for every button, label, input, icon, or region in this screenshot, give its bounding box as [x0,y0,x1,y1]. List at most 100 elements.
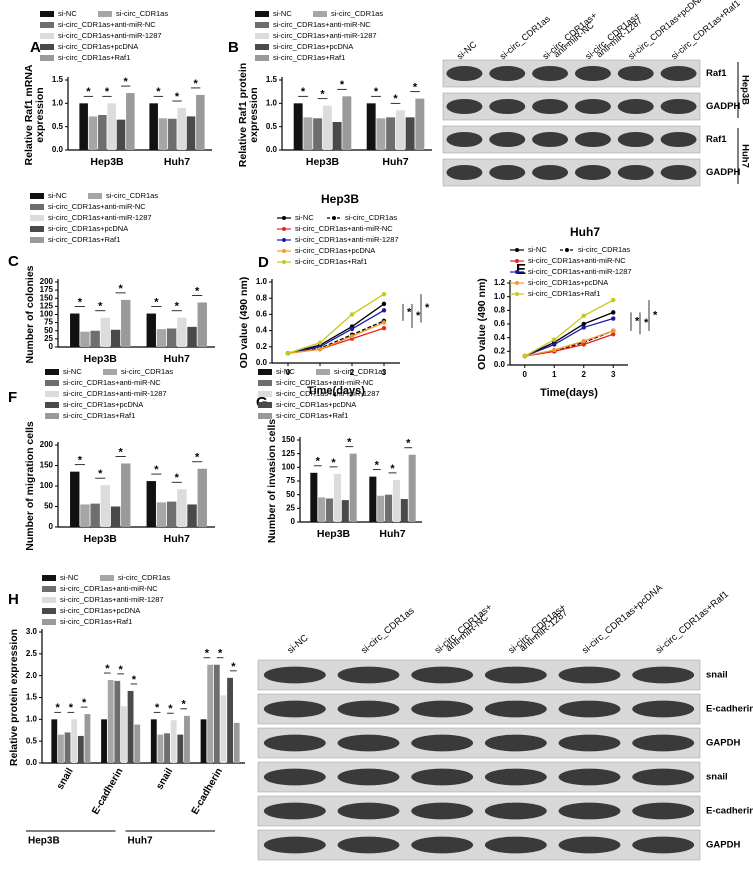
bar [107,103,116,150]
blot-band [337,700,400,718]
legend-label: si-NC [60,573,79,582]
bar [166,501,177,527]
x-tick-label: 1 [552,370,557,379]
lane-label: si-circ_CDR1as+pcDNA [580,582,665,656]
y-tick-label: 0.0 [256,358,268,367]
bar [150,719,157,763]
y-tick-label: 0.6 [256,310,268,319]
significance-mark: * [416,310,421,322]
legend-label: si-circ_CDR1as+pcDNA [276,400,356,409]
blot-band [484,700,547,718]
significance-mark: * [425,302,430,314]
bar [220,695,227,763]
blot-band [617,131,654,148]
legend-label: si-circ_CDR1as+anti-miR-1287 [63,389,167,398]
bar [184,715,190,763]
x-tick-label: Hep3B [84,353,118,365]
bar [110,506,121,527]
panel-label: E [516,261,526,278]
legend-label: si-circ_CDR1as+anti-miR-NC [60,584,158,593]
legend-swatch [45,380,59,386]
bar [126,93,135,150]
x-tick-label: Huh7 [164,156,190,168]
blot-band [617,65,654,82]
legend-label: si-circ_CDR1as+anti-miR-NC [58,20,156,29]
bar [341,500,349,522]
legend-label: si-NC [58,9,77,18]
blot-band [337,836,400,854]
legend-swatch [45,402,59,408]
bar [127,690,134,763]
blot-band [532,131,569,148]
blot-band [411,734,474,752]
bar [156,329,167,347]
data-point [611,332,616,337]
blot-strip [442,59,701,88]
bar [84,714,91,763]
bar [332,122,342,150]
legend-label: si-circ_CDR1as [334,367,386,376]
legend-swatch [30,193,44,199]
legend-label: si-circ_CDR1as [106,191,158,200]
legend-marker [282,249,286,253]
y-tick-label: 1.0 [266,98,278,107]
bar [121,463,131,527]
significance-mark: * [407,306,412,318]
x-tick-label: 0 [286,368,291,377]
legend-label: si-circ_CDR1as+anti-miR-1287 [60,595,164,604]
bar [134,724,141,763]
blot-band [532,98,569,115]
bar [177,734,184,763]
x-tick-label: Huh7 [382,156,408,168]
x-tick-label: Huh7 [164,533,190,545]
blot-band [337,734,400,752]
bar [110,329,121,347]
legend-swatch [258,380,272,386]
significance-mark: * [413,82,418,94]
significance-mark: * [78,455,83,467]
legend-label: si-circ_CDR1as+Raf1 [295,257,367,266]
series-line [287,293,385,354]
blot-strip [257,761,701,793]
data-point [381,291,387,297]
legend-swatch [313,11,327,17]
y-tick-label: 1.0 [26,714,38,723]
significance-mark: * [347,437,352,449]
significance-mark: * [195,285,200,297]
x-tick-label: 2 [582,370,587,379]
legend-label: si-circ_CDR1as+anti-miR-NC [276,378,374,387]
y-axis-label: Number of migration cells [24,421,36,551]
legend-label: si-circ_CDR1as+pcDNA [273,42,353,51]
legend-marker [515,259,519,263]
blot-band [632,734,695,752]
data-point [285,351,291,356]
significance-mark: * [175,91,180,103]
legend-label: si-circ_CDR1as+Raf1 [273,53,345,62]
bar [376,118,386,150]
blot-band [337,768,400,786]
blot-band [337,666,400,684]
y-axis-label: Number of invasion cells [266,419,278,543]
row-label: Raf1 [706,68,727,79]
y-tick-label: 200 [40,277,54,286]
blot-band [660,98,697,115]
blot-band [263,666,326,684]
blot-band [574,164,611,181]
data-point [552,342,557,347]
significance-mark: * [175,472,180,484]
significance-mark: * [82,697,87,709]
blot-band [263,768,326,786]
legend-label: si-circ_CDR1as+Raf1 [48,235,120,244]
blot-band [263,734,326,752]
legend-label: si-circ_CDR1as+anti-miR-NC [63,378,161,387]
bar [116,119,126,150]
y-tick-label: 75 [286,476,295,485]
data-point [349,334,355,339]
bar [186,116,196,150]
data-point [581,338,586,344]
bar [88,116,98,150]
blot-band [411,768,474,786]
x-tick-label: snail [154,766,175,791]
data-point [349,312,355,317]
significance-mark: * [105,663,110,675]
